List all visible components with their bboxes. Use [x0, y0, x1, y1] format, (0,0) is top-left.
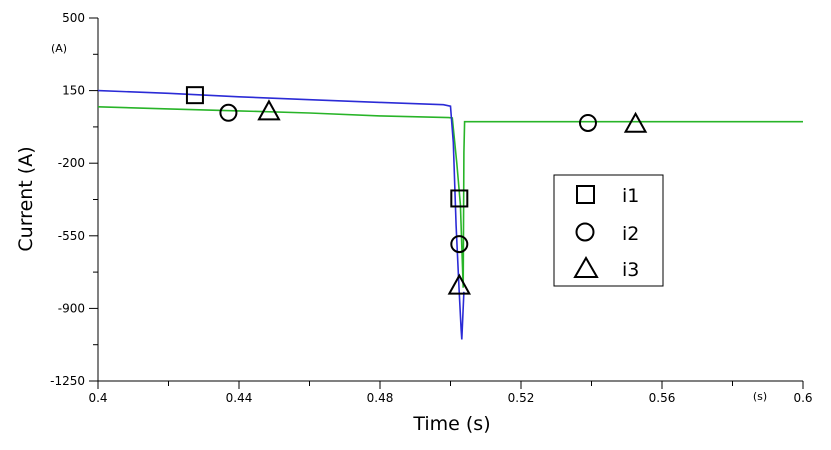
series-line-i1	[97, 89, 465, 340]
marker-square-i1	[450, 189, 469, 208]
y-tick-label: 150	[62, 84, 85, 98]
y-tick-label: 500	[62, 11, 85, 25]
marker-triangle-i3	[447, 273, 472, 295]
x-tick-label: 0.44	[226, 391, 253, 405]
legend-label-i2: i2	[622, 223, 639, 245]
y-tick-label: -900	[58, 301, 85, 315]
marker-circle-i2	[219, 103, 238, 122]
legend-box	[553, 174, 664, 287]
marker-triangle-i3	[623, 111, 648, 133]
legend-triangle-icon	[573, 256, 599, 278]
legend: i1 i2 i3	[553, 174, 664, 287]
y-tick-label: -550	[58, 229, 85, 243]
legend-square-icon	[576, 185, 595, 204]
marker-circle-i2	[450, 235, 469, 254]
marker-square-i1	[185, 86, 204, 105]
y-axis-title: Current (A)	[15, 146, 37, 251]
y-tick-label: -1250	[50, 374, 85, 388]
x-tick-label: 0.48	[367, 391, 394, 405]
legend-label-i1: i1	[622, 185, 639, 207]
series-markers	[185, 86, 648, 295]
x-tick-label: 0.4	[88, 391, 107, 405]
x-unit-label: (s)	[753, 390, 767, 403]
y-tick-label: -200	[58, 156, 85, 170]
x-tick-label: 0.56	[649, 391, 676, 405]
marker-circle-i2	[578, 113, 597, 132]
x-axis-title: Time (s)	[412, 413, 490, 435]
y-unit-label: (A)	[51, 42, 67, 55]
x-tick-label: 0.52	[508, 391, 535, 405]
marker-triangle-i3	[257, 99, 281, 121]
legend-circle-icon	[575, 222, 595, 242]
legend-label-i3: i3	[622, 259, 639, 281]
x-tick-label: 0.6	[793, 391, 812, 405]
